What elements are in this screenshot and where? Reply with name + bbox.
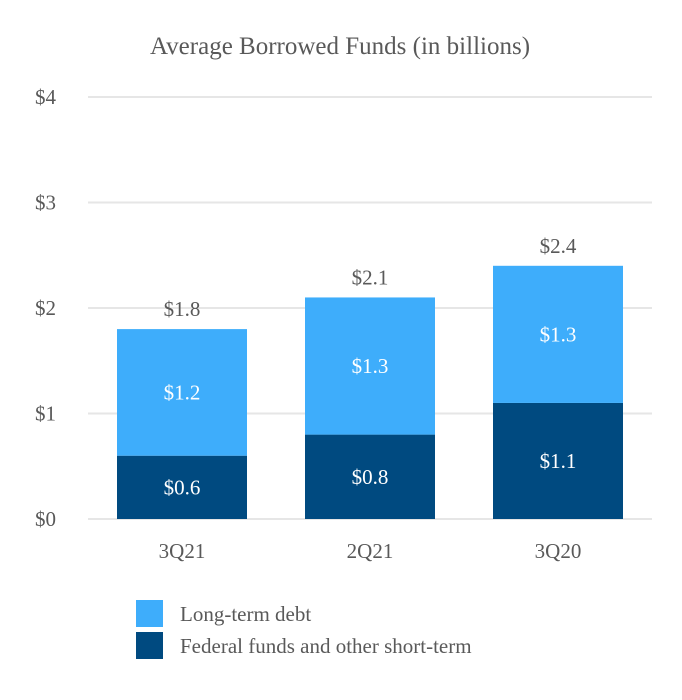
bar-segment-label: $1.3 (352, 354, 389, 378)
bar-segment-short-term-2q21 (305, 434, 435, 519)
bar-segment-label: $1.1 (540, 449, 577, 473)
bar-segment-label: $0.6 (164, 475, 201, 499)
legend-label: Federal funds and other short-term (180, 634, 472, 658)
y-tick-label: $1 (35, 402, 56, 426)
legend-item: Long-term debt (136, 600, 311, 627)
y-axis: $0 $1 $2 $3 $4 (35, 85, 57, 531)
legend-swatch (136, 600, 163, 627)
bar-group-3q21: $0.6 $1.2 $1.8 (117, 297, 247, 519)
chart-title: Average Borrowed Funds (in billions) (150, 33, 530, 60)
x-tick-label: 3Q21 (159, 539, 206, 563)
bar-segment-label: $1.3 (540, 322, 577, 346)
bars: $0.6 $1.2 $1.8 $0.8 $1.3 $2.1 $1.1 $1.3 $2.4 (117, 234, 623, 519)
y-tick-label: $3 (35, 191, 56, 215)
bar-group-3q20: $1.1 $1.3 $2.4 (493, 234, 623, 519)
bar-segment-short-term-3q21 (117, 455, 247, 519)
x-tick-label: 2Q21 (347, 539, 394, 563)
x-axis: 3Q21 2Q21 3Q20 (159, 539, 582, 563)
bar-segment-short-term-3q20 (493, 402, 623, 519)
x-tick-label: 3Q20 (535, 539, 582, 563)
y-tick-label: $4 (35, 85, 57, 109)
legend: Long-term debt Federal funds and other sh… (136, 600, 472, 659)
legend-swatch (136, 632, 163, 659)
bar-segment-long-term-debt-2q21 (305, 297, 435, 435)
bar-total-label: $2.4 (540, 234, 577, 258)
legend-label: Long-term debt (180, 602, 311, 626)
y-tick-label: $2 (35, 296, 56, 320)
y-tick-label: $0 (35, 507, 56, 531)
legend-item: Federal funds and other short-term (136, 632, 472, 659)
bar-segment-long-term-debt-3q20 (493, 265, 623, 403)
bar-segment-label: $1.2 (164, 380, 201, 404)
bar-segment-label: $0.8 (352, 465, 389, 489)
bar-total-label: $1.8 (164, 297, 201, 321)
bar-group-2q21: $0.8 $1.3 $2.1 (305, 265, 435, 519)
bar-total-label: $2.1 (352, 265, 389, 289)
bar-segment-long-term-debt-3q21 (117, 329, 247, 456)
